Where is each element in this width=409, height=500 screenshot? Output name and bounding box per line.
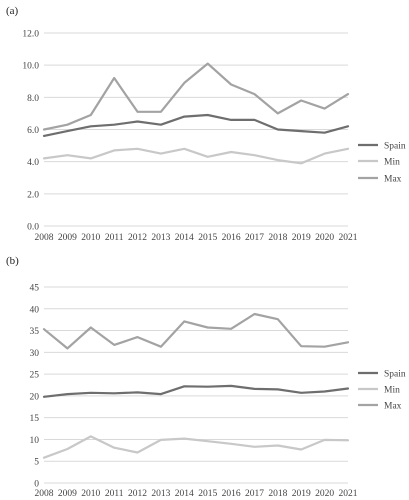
x-tick-label: 2015 [198, 489, 217, 499]
x-tick-label: 2011 [105, 489, 124, 499]
series-line-spain [42, 113, 350, 137]
x-tick-label: 2017 [245, 233, 264, 243]
y-tick-label: 2.0 [27, 190, 39, 200]
y-tick-label: 20 [30, 392, 40, 402]
y-tick-label: 4.0 [27, 158, 39, 168]
x-tick-label: 2009 [58, 233, 77, 243]
series-line-max [42, 62, 350, 131]
y-tick-label: 25 [30, 371, 40, 381]
x-tick-label: 2016 [222, 233, 241, 243]
x-tick-label: 2008 [35, 233, 54, 243]
panel-label: (a) [6, 5, 19, 17]
y-tick-label: 12.0 [22, 30, 39, 40]
y-tick-label: 0.0 [27, 223, 39, 233]
x-tick-label: 2018 [268, 489, 287, 499]
x-tick-label: 2008 [35, 489, 54, 499]
y-tick-label: 30 [30, 349, 40, 359]
legend-label-max: Max [384, 175, 402, 185]
y-tick-label: 8.0 [27, 94, 39, 104]
series-line-min [42, 147, 350, 165]
x-tick-label: 2010 [81, 233, 100, 243]
legend-label-spain: Spain [384, 142, 406, 152]
x-tick-label: 2014 [175, 233, 194, 243]
x-tick-label: 2021 [339, 233, 358, 243]
x-tick-label: 2017 [245, 489, 264, 499]
legend-label-min: Min [384, 158, 400, 168]
panel-label: (b) [6, 255, 19, 267]
x-tick-label: 2012 [128, 489, 147, 499]
x-tick-label: 2019 [292, 489, 311, 499]
y-tick-label: 35 [30, 327, 40, 337]
y-tick-label: 40 [30, 305, 40, 315]
x-tick-label: 2013 [151, 233, 170, 243]
series-line-min [42, 435, 350, 459]
y-tick-label: 0 [34, 480, 39, 490]
x-tick-label: 2010 [81, 489, 100, 499]
x-tick-label: 2016 [222, 489, 241, 499]
y-tick-label: 10 [30, 436, 40, 446]
legend-label-spain: Spain [384, 370, 406, 380]
x-tick-label: 2009 [58, 489, 77, 499]
series-line-spain [42, 384, 350, 398]
y-tick-label: 15 [30, 414, 40, 424]
x-tick-label: 2019 [292, 233, 311, 243]
y-tick-label: 10.0 [22, 62, 39, 72]
x-tick-label: 2012 [128, 233, 147, 243]
series-line-max [42, 312, 350, 350]
x-tick-label: 2020 [315, 233, 334, 243]
x-tick-label: 2011 [105, 233, 124, 243]
x-tick-label: 2013 [151, 489, 170, 499]
x-tick-label: 2021 [339, 489, 358, 499]
legend-label-min: Min [384, 386, 400, 396]
x-tick-label: 2020 [315, 489, 334, 499]
x-tick-label: 2015 [198, 233, 217, 243]
x-tick-label: 2018 [268, 233, 287, 243]
legend-label-max: Max [384, 402, 402, 412]
y-tick-label: 6.0 [27, 126, 39, 136]
x-tick-label: 2014 [175, 489, 194, 499]
y-tick-label: 5 [34, 458, 39, 468]
y-tick-label: 45 [30, 284, 40, 294]
